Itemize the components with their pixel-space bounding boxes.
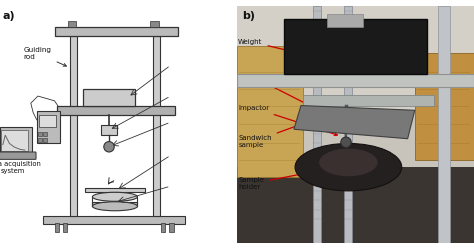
Bar: [70, 36, 77, 216]
Bar: [57, 106, 175, 115]
Ellipse shape: [295, 143, 401, 191]
Bar: [415, 53, 474, 160]
Bar: [43, 132, 47, 136]
Text: Sandwich
sample: Sandwich sample: [238, 119, 316, 148]
Bar: [43, 216, 185, 224]
Text: Load cell: Load cell: [238, 74, 337, 119]
Text: a): a): [2, 11, 15, 21]
Bar: [237, 73, 474, 87]
FancyBboxPatch shape: [0, 152, 36, 159]
Bar: [237, 46, 303, 177]
Bar: [37, 112, 61, 143]
Text: Data acquisition
system: Data acquisition system: [0, 161, 40, 174]
Text: Impactor: Impactor: [238, 105, 337, 135]
Bar: [55, 27, 178, 36]
Bar: [336, 115, 357, 127]
Ellipse shape: [92, 192, 137, 201]
Bar: [170, 223, 174, 232]
Bar: [313, 6, 321, 243]
Bar: [161, 223, 165, 232]
Text: b): b): [242, 11, 255, 21]
Bar: [1, 130, 28, 151]
Bar: [55, 223, 59, 232]
Ellipse shape: [92, 202, 137, 211]
Bar: [0, 127, 32, 153]
Text: Sample
holder: Sample holder: [238, 172, 309, 190]
Bar: [92, 202, 137, 206]
Bar: [68, 21, 76, 27]
Bar: [85, 188, 145, 192]
Circle shape: [104, 142, 114, 152]
Bar: [237, 6, 474, 113]
Text: Guiding
rod: Guiding rod: [24, 47, 66, 66]
Bar: [63, 223, 67, 232]
Circle shape: [341, 137, 351, 147]
Text: Weight: Weight: [238, 39, 316, 58]
Bar: [237, 167, 474, 243]
Bar: [303, 95, 434, 106]
Bar: [38, 132, 42, 136]
Bar: [38, 138, 42, 142]
Bar: [284, 19, 427, 73]
Bar: [438, 6, 450, 243]
Bar: [327, 14, 363, 27]
Bar: [151, 21, 159, 27]
Bar: [43, 138, 47, 142]
Bar: [100, 125, 118, 135]
Bar: [83, 89, 135, 106]
Bar: [153, 36, 160, 216]
Bar: [344, 6, 352, 243]
Bar: [39, 115, 56, 127]
Ellipse shape: [319, 148, 378, 177]
Polygon shape: [294, 106, 415, 139]
